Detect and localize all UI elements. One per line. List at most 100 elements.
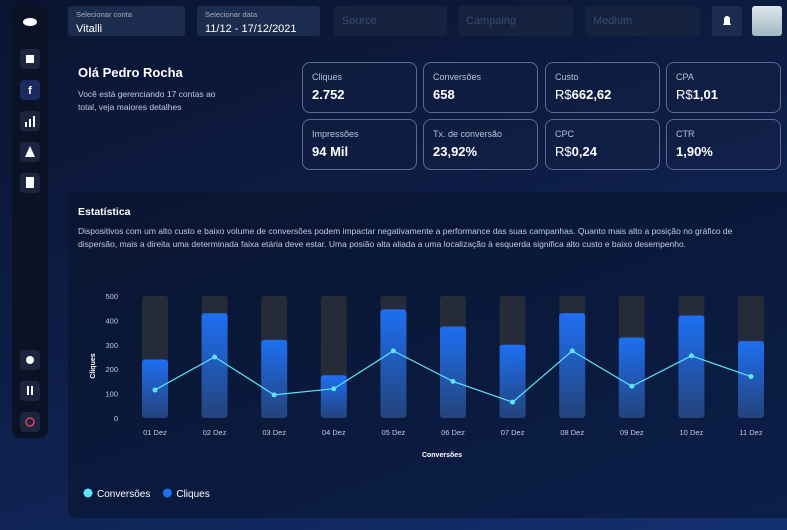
value: Vitalli <box>76 23 103 35</box>
statistics-panel: Estatística Dispositivos com um alto cus… <box>68 192 787 518</box>
kpi-value-row: R$0,24 <box>555 144 650 159</box>
kpi-prefix: R$ <box>555 87 572 102</box>
kpi-card: CPC R$0,24 <box>545 119 660 170</box>
kpi-card: CTR 1,90% <box>666 119 781 170</box>
kpi-value-row: 1,90% <box>676 144 771 159</box>
x-tick-label: 08 Dez <box>560 428 584 437</box>
y-tick-label: 200 <box>105 365 118 374</box>
kpi-label: Tx. de conversão <box>433 129 503 139</box>
y-tick-label: 500 <box>105 292 118 301</box>
point <box>510 399 516 405</box>
statistics-title: Estatística <box>78 206 131 218</box>
legend-label: Cliques <box>176 489 209 500</box>
filter-select[interactable]: Campaing <box>458 6 573 36</box>
point <box>450 378 456 384</box>
x-tick-label: 03 Dez <box>262 428 286 437</box>
point <box>271 392 277 398</box>
kpi-value: 1,01 <box>692 87 718 102</box>
kpi-card: Tx. de conversão 23,92% <box>423 119 538 170</box>
x-tick-label: 04 Dez <box>322 428 346 437</box>
kpi-value-row: 23,92% <box>433 144 528 159</box>
notification-button[interactable] <box>712 6 742 36</box>
kpi-card: Custo R$662,62 <box>545 62 660 113</box>
y-tick-label: 400 <box>105 316 118 325</box>
bar <box>380 309 407 418</box>
x-tick-label: 06 Dez <box>441 428 465 437</box>
kpi-prefix: R$ <box>555 144 572 159</box>
kpi-value: 2.752 <box>312 87 345 102</box>
bar <box>320 375 347 418</box>
filter-select[interactable]: Source <box>334 6 447 36</box>
point <box>212 354 218 360</box>
y-tick-label: 300 <box>105 341 118 350</box>
filter-select[interactable]: Medium <box>585 6 700 36</box>
x-tick-label: 02 Dez <box>203 428 227 437</box>
x-tick-label: 11 Dez <box>739 428 762 437</box>
label: Selecionar conta <box>76 10 132 19</box>
kpi-value-row: 658 <box>433 87 528 102</box>
greeting-text: Você está gerenciando 17 contas ao total… <box>78 89 216 112</box>
point <box>629 383 635 389</box>
kpi-prefix: R$ <box>676 87 693 102</box>
point <box>688 353 694 359</box>
kpi-label: Custo <box>555 72 579 82</box>
legend-marker <box>162 488 172 498</box>
point <box>152 387 158 393</box>
kpi-label: Conversões <box>433 72 482 82</box>
kpi-value: 23,92% <box>433 144 478 159</box>
kpi-card: Impressões 94 Mil <box>302 119 417 170</box>
greeting-title: Olá Pedro Rocha <box>78 65 183 80</box>
y-tick-label: 0 <box>114 414 118 423</box>
kpi-value-row: R$1,01 <box>676 87 771 102</box>
kpi-value: 0,24 <box>571 144 597 159</box>
kpi-card: Cliques 2.752 <box>302 62 417 113</box>
point <box>390 348 396 354</box>
label: Selecionar data <box>205 10 258 19</box>
bell-icon <box>723 16 731 25</box>
bar <box>440 326 466 418</box>
x-tick-label: 07 Dez <box>501 428 525 437</box>
x-tick-label: 09 Dez <box>620 428 644 437</box>
bar <box>499 344 526 418</box>
kpi-label: CTR <box>676 129 695 139</box>
kpi-value: 94 Mil <box>312 144 349 159</box>
bar <box>559 313 586 418</box>
bar <box>261 339 288 418</box>
kpi-label: Impressões <box>312 129 359 139</box>
legend-marker <box>83 488 93 498</box>
sidebar-icons: f <box>20 18 40 432</box>
bar <box>618 337 645 418</box>
x-tick-label: 01 Dez <box>143 428 167 437</box>
bar <box>678 315 705 418</box>
sidebar: f <box>12 5 48 438</box>
kpi-value: 1,90% <box>676 144 713 159</box>
kpi-value-row: 94 Mil <box>312 144 407 159</box>
svg-text:f: f <box>28 85 32 97</box>
avatar[interactable] <box>752 6 782 36</box>
value: 11/12 - 17/12/2021 <box>205 23 297 35</box>
y-axis-label: Cliques <box>90 353 97 378</box>
point <box>569 348 575 354</box>
x-axis-label: Conversões <box>422 452 462 459</box>
point <box>748 374 754 380</box>
x-tick-label: 10 Dez <box>680 428 704 437</box>
bar <box>738 341 764 418</box>
bar <box>201 313 228 418</box>
kpi-value-row: R$662,62 <box>555 87 650 102</box>
date-select[interactable]: Selecionar data 11/12 - 17/12/2021 <box>197 6 320 36</box>
kpi-card: Conversões 658 <box>423 62 538 113</box>
kpi-label: Cliques <box>312 72 343 82</box>
kpi-value-row: 2.752 <box>312 87 407 102</box>
kpi-label: CPA <box>676 72 694 82</box>
kpi-value: 658 <box>433 87 455 102</box>
kpi-value: 662,62 <box>571 87 612 102</box>
account-select[interactable]: Selecionar conta Vitalli <box>68 6 185 36</box>
legend-label: Conversões <box>97 489 150 500</box>
kpi-label: CPC <box>555 129 575 139</box>
kpi-card: CPA R$1,01 <box>666 62 781 113</box>
y-tick-label: 100 <box>105 390 118 399</box>
statistics-description: Dispositivos com um alto custo e baixo v… <box>78 226 733 249</box>
x-tick-label: 05 Dez <box>382 428 406 437</box>
